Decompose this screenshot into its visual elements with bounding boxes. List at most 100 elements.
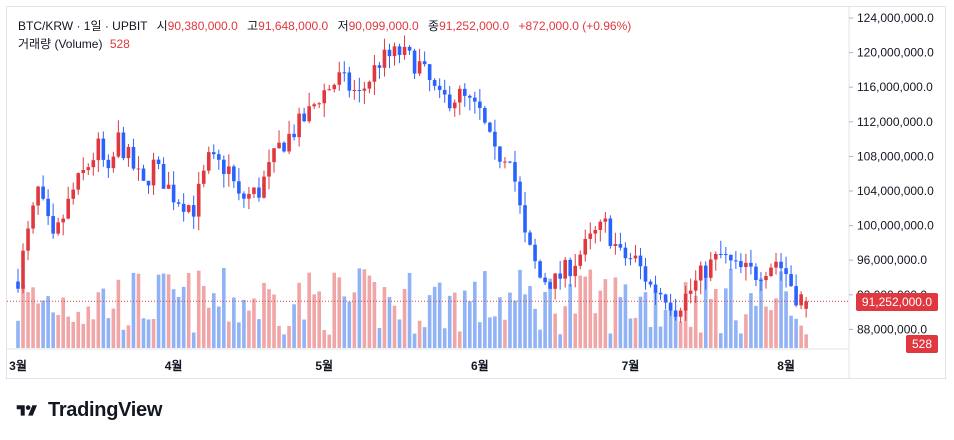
volume-bar <box>402 288 407 348</box>
volume-bar <box>136 273 141 348</box>
y-tick-label: 108,000,000.0 <box>857 149 934 163</box>
candle-body <box>106 159 111 169</box>
volume-bar <box>71 322 76 348</box>
candle-body <box>683 293 688 311</box>
candle-body <box>146 180 151 186</box>
candle-body <box>528 232 532 245</box>
volume-bar <box>242 299 246 348</box>
candle-body <box>703 265 708 278</box>
volume-bar <box>508 292 512 348</box>
candle-body <box>498 146 502 162</box>
volume-bar <box>563 306 567 348</box>
volume-bar <box>754 305 758 348</box>
volume-bar <box>247 310 251 348</box>
chart-frame[interactable]: 124,000,000.0 120,000,000.0 116,000,000.0 1… <box>6 6 946 379</box>
volume-bar <box>407 272 412 348</box>
candle-body <box>558 273 562 279</box>
candle-body <box>387 49 392 57</box>
candle-body <box>282 142 286 152</box>
volume-bar <box>688 326 693 348</box>
volume-bar <box>488 317 492 348</box>
tradingview-logo[interactable]: TradingView <box>12 399 162 422</box>
candle-body <box>267 162 271 177</box>
volume-bar <box>46 296 50 348</box>
volume-bar <box>217 306 221 348</box>
volume-bar <box>744 314 748 348</box>
candle-body <box>754 266 758 280</box>
volume-bar <box>111 308 116 348</box>
candle-body <box>473 97 477 102</box>
volume-bar <box>422 327 427 348</box>
last-price-badge: 91,252,000.0 <box>855 293 938 311</box>
candle-body <box>126 146 131 159</box>
volume-bar <box>181 286 186 348</box>
volume-bar <box>41 300 45 348</box>
volume-bar <box>483 271 487 348</box>
candle-body <box>317 103 321 105</box>
volume-bar <box>543 291 547 348</box>
volume-bar <box>558 334 562 348</box>
volume-bar <box>703 274 708 348</box>
candle-body <box>392 46 397 57</box>
x-tick-label: 4월 <box>165 358 183 373</box>
volume-bar <box>708 298 713 348</box>
candle-body <box>643 266 648 282</box>
candle-body <box>357 90 362 92</box>
candle-body <box>693 280 698 291</box>
volume-bar <box>352 292 357 348</box>
candle-body <box>91 160 96 168</box>
volume-bar <box>518 269 522 348</box>
candle-body <box>222 159 226 174</box>
high-value: 91,648,000.0 <box>258 19 329 33</box>
candle-body <box>563 259 567 279</box>
x-tick-label: 5월 <box>315 358 333 373</box>
volume-bar <box>729 268 733 348</box>
candle-body <box>176 202 181 204</box>
candle-body <box>181 203 186 212</box>
volume-bar <box>427 295 432 348</box>
candle-body <box>46 198 50 217</box>
open-value: 90,380,000.0 <box>167 19 238 33</box>
candle-body <box>96 138 101 161</box>
candle-body <box>638 255 643 267</box>
candle-body <box>673 310 678 317</box>
volume-bar <box>166 274 171 348</box>
y-tick-label: 88,000,000.0 <box>857 322 927 336</box>
volume-bar <box>81 323 86 348</box>
candle-body <box>402 46 407 55</box>
candle-body <box>196 183 201 217</box>
volume-bar <box>96 292 101 348</box>
close-label: 종 <box>428 19 440 33</box>
candle-body <box>779 261 783 269</box>
volume-bar <box>588 269 593 348</box>
candle-body <box>71 189 76 199</box>
candle-body <box>663 294 668 303</box>
candle-body <box>116 132 121 157</box>
candle-body <box>523 205 527 233</box>
volume-bar <box>412 333 417 348</box>
candle-body <box>257 187 261 198</box>
volume-bar <box>397 319 402 348</box>
candle-body <box>799 294 803 306</box>
volume-bar <box>116 279 121 348</box>
volume-bar <box>573 313 578 348</box>
volume-bar <box>447 295 452 348</box>
candle-body <box>36 186 40 206</box>
candle-body <box>61 218 65 223</box>
candle-body <box>764 276 768 281</box>
volume-bar <box>462 290 467 348</box>
candle-body <box>41 186 45 199</box>
candle-body <box>367 81 372 89</box>
x-tick-label: 3월 <box>9 358 27 373</box>
volume-bar <box>764 306 768 348</box>
candle-body <box>719 253 723 255</box>
volume-bar <box>146 319 151 348</box>
candle-body <box>478 101 482 109</box>
candle-body <box>427 64 432 81</box>
volume-bar <box>61 297 65 348</box>
volume-bar <box>724 288 728 348</box>
volume-bar <box>528 286 532 348</box>
candle-body <box>749 262 753 267</box>
low-value: 90,099,000.0 <box>348 19 419 33</box>
chart-plot[interactable]: 124,000,000.0 120,000,000.0 116,000,000.0 1… <box>7 7 945 378</box>
